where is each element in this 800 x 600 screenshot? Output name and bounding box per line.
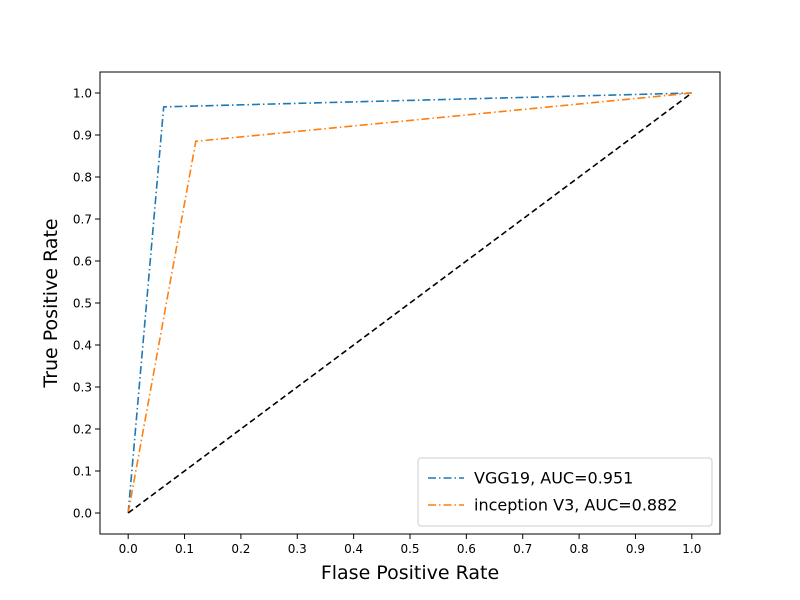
y-tick-label: 0.2: [73, 423, 92, 437]
x-tick-label: 0.0: [119, 542, 138, 556]
x-axis-label: Flase Positive Rate: [321, 562, 499, 584]
x-tick-label: 0.4: [344, 542, 363, 556]
x-tick-label: 0.8: [570, 542, 589, 556]
y-tick-label: 0.1: [73, 465, 92, 479]
y-tick-label: 0.6: [73, 255, 92, 269]
x-tick-label: 0.9: [626, 542, 645, 556]
x-tick-label: 0.1: [175, 542, 194, 556]
series-line-1: [127, 92, 692, 514]
y-axis-label: True Positive Rate: [40, 218, 62, 388]
x-tick-label: 0.5: [400, 542, 419, 556]
y-tick-label: 0.7: [73, 213, 92, 227]
y-tick-label: 0.5: [73, 297, 92, 311]
x-tick-label: 0.2: [231, 542, 250, 556]
y-tick-label: 0.3: [73, 381, 92, 395]
y-tick-label: 0.8: [73, 171, 92, 185]
series-line-0: [127, 92, 692, 514]
legend-entry: VGG19, AUC=0.951: [474, 469, 633, 488]
chance-diagonal-line: [127, 92, 693, 514]
y-tick-label: 0.0: [73, 507, 92, 521]
x-tick-label: 0.3: [288, 542, 307, 556]
axis-ticks: 0.0 0.1 0.2 0.3 0.4 0.5 0.6 0.7 0.8 0.9 1.0 0.0 0.1 0…: [73, 87, 701, 557]
x-tick-label: 0.6: [457, 542, 476, 556]
y-tick-label: 0.4: [73, 339, 92, 353]
x-tick-label: 1.0: [682, 542, 701, 556]
legend-entry: inception V3, AUC=0.882: [474, 496, 677, 515]
legend-box: [417, 457, 713, 527]
x-tick-label: 0.7: [513, 542, 532, 556]
plot-area: [127, 92, 693, 514]
y-tick-label: 1.0: [73, 87, 92, 101]
legend: VGG19, AUC=0.951 inception V3, AUC=0.882: [417, 457, 713, 527]
y-tick-label: 0.9: [73, 129, 92, 143]
